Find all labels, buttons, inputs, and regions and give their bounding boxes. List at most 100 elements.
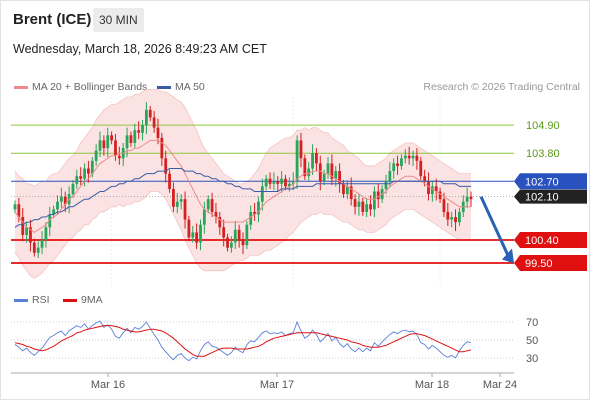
candle-body (141, 125, 144, 133)
candle-body (71, 183, 75, 195)
candle-body (63, 196, 67, 205)
candle-body (264, 178, 268, 187)
candle-body (226, 237, 229, 248)
candle-body (179, 199, 183, 202)
candle-body (303, 158, 307, 177)
legend-rsi-ma9: 9MA (63, 294, 103, 306)
candle-body (388, 171, 392, 182)
candle-body (403, 155, 407, 159)
candle-body (407, 155, 411, 159)
level-label-99-50: 99.50 (525, 258, 553, 270)
legend-swatch-ma9 (63, 298, 77, 302)
candle-body (156, 127, 160, 138)
x-tick-label-mar-18: Mar 18 (415, 379, 449, 391)
x-tick-label-mar-17: Mar 17 (260, 379, 294, 391)
legend-label-ma50: MA 50 (175, 81, 205, 93)
candle-body (396, 163, 399, 166)
candle-body (98, 140, 102, 151)
candle-body (230, 242, 233, 248)
candle-body (423, 176, 427, 182)
candle-body (369, 204, 372, 210)
candle-body (110, 135, 114, 141)
candle-body (241, 240, 245, 246)
candle-body (187, 219, 191, 238)
candle-body (191, 232, 195, 238)
candle-body (117, 155, 121, 159)
candle-body (214, 211, 218, 218)
candle-body (21, 217, 25, 235)
level-label-102-70: 102.70 (525, 176, 559, 188)
candle-body (372, 191, 376, 210)
candle-body (79, 176, 83, 179)
candle-body (17, 204, 21, 218)
candle-body (90, 160, 94, 174)
candle-body (326, 163, 330, 174)
candle-body (206, 199, 210, 210)
candle-body (338, 171, 342, 184)
ma20-line (14, 139, 471, 234)
rsi-tick-label-70: 70 (526, 317, 538, 329)
candle-body (160, 137, 164, 159)
candles-group (13, 102, 473, 258)
candle-body (32, 242, 36, 253)
candle-body (411, 155, 415, 159)
legend-label-ma20: MA 20 + Bollinger Bands (32, 81, 148, 93)
candle-body (295, 140, 299, 182)
candle-body (454, 217, 457, 223)
level-tag-99-50 (514, 255, 587, 272)
rsi-tick-label-30: 30 (526, 353, 538, 365)
candle-body (253, 211, 256, 215)
ma50-line (14, 168, 471, 228)
candle-body (384, 181, 388, 189)
candle-body (114, 140, 117, 156)
legend-swatch-rsi (14, 298, 28, 302)
last-price-label: 102.10 (525, 192, 559, 204)
bollinger-upper-line (14, 88, 471, 187)
candle-body (183, 199, 187, 220)
candle-body (218, 217, 222, 228)
candle-body (175, 201, 179, 207)
candle-body (446, 211, 450, 220)
candle-body (434, 186, 438, 192)
level-label-100-40: 100.40 (525, 235, 559, 247)
candle-body (272, 181, 276, 184)
bollinger-lower-line (14, 191, 471, 279)
candle-body (233, 229, 237, 243)
candle-body (450, 217, 454, 220)
candle-body (164, 158, 168, 174)
candle-body (249, 211, 253, 225)
candle-body (465, 196, 469, 202)
level-tag-100-40 (514, 232, 587, 249)
x-tick-label-mar-16: Mar 16 (91, 379, 125, 391)
candle-body (102, 140, 106, 149)
candle-body (129, 135, 133, 143)
candle-body (276, 181, 280, 184)
candle-body (353, 199, 357, 207)
bollinger-band-fill (15, 89, 471, 279)
candle-body (44, 227, 48, 241)
candle-body (25, 227, 28, 235)
candle-body (237, 229, 241, 241)
candle-body (40, 240, 44, 248)
rsi-tick-label-50: 50 (526, 335, 538, 347)
candle-body (202, 209, 206, 225)
candle-body (245, 224, 249, 246)
timeframe-button[interactable]: 30 MIN (93, 8, 144, 32)
candle-body (195, 232, 199, 243)
instrument-title: Brent (ICE) (13, 11, 92, 28)
candle-body (349, 186, 353, 200)
research-credit: Research © 2026 Trading Central (423, 81, 580, 93)
legend-swatch-ma20 (14, 85, 28, 89)
level-label-103-80: 103.80 (526, 148, 560, 160)
candle-body (322, 173, 326, 182)
rsi-line (14, 320, 472, 362)
candle-body (222, 227, 226, 238)
level-label-104-90: 104.90 (526, 120, 560, 132)
candle-body (330, 163, 334, 179)
candle-body (133, 130, 137, 143)
candle-body (365, 204, 369, 212)
candle-body (458, 211, 461, 223)
candle-body (36, 247, 40, 253)
